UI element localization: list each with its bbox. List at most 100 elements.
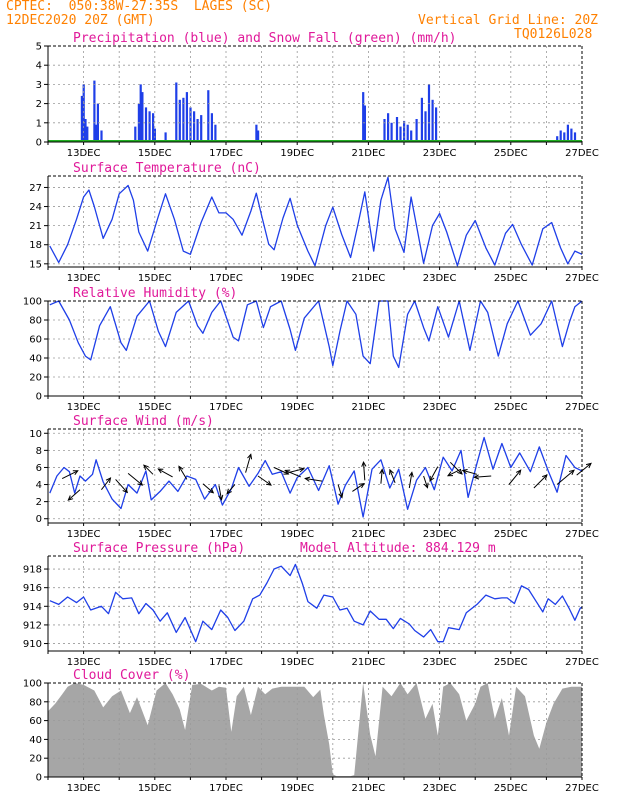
x-tick-label: 19DEC: [280, 402, 314, 413]
wind-arrowhead: [304, 476, 311, 482]
x-tick-label: 17DEC: [209, 402, 243, 413]
precip-bar: [210, 113, 213, 142]
model-code: TQ0126L028: [514, 27, 593, 42]
y-tick-label: 0: [36, 138, 42, 149]
x-tick-label: 25DEC: [494, 402, 528, 413]
wind-arrow: [273, 467, 289, 475]
cloud-panel: Cloud Cover (%) 0 20 40 60 80 100 13DEC 15DEC 17D…: [23, 668, 599, 794]
x-tick-label: 23DEC: [423, 148, 457, 159]
wind-arrowhead: [137, 480, 144, 486]
wind-arrowhead: [208, 488, 215, 494]
precip-bar: [148, 111, 151, 142]
model-altitude: Model Altitude: 884.129 m: [300, 541, 496, 556]
precip-bar: [93, 80, 96, 142]
precip-bar: [410, 130, 413, 142]
precip-bar: [152, 113, 155, 142]
x-tick-label: 15DEC: [138, 273, 172, 284]
x-tick-label: 27DEC: [565, 529, 599, 540]
y-tick-label: 60: [29, 335, 42, 346]
x-tick-label: 23DEC: [423, 529, 457, 540]
x-tick-label: 19DEC: [280, 529, 314, 540]
x-tick-label: 15DEC: [138, 529, 172, 540]
wind-arrow: [576, 463, 592, 476]
precip-bar: [363, 105, 366, 142]
precip-bar: [424, 111, 427, 142]
wind-arrowhead: [568, 469, 575, 476]
x-tick-label: 21DEC: [352, 402, 386, 413]
wind-arrow: [447, 468, 462, 477]
y-tick-label: 21: [29, 221, 42, 232]
x-tick-label: 17DEC: [209, 657, 243, 668]
cloud-cover-area: [48, 683, 582, 777]
precip-bar: [573, 132, 577, 142]
x-tick-label: 25DEC: [494, 529, 528, 540]
y-tick-label: 20: [29, 373, 42, 384]
wind-arrowhead: [446, 471, 454, 477]
x-tick-label: 25DEC: [494, 273, 528, 284]
wind-panel: Surface Wind (m/s) 0 2 4 6 8 10 13DEC 15DEC 17DEC…: [29, 414, 599, 540]
wind-arrowhead: [105, 477, 112, 483]
wind-arrow: [158, 468, 173, 478]
x-tick-label: 27DEC: [565, 273, 599, 284]
x-tick-label: 13DEC: [67, 273, 101, 284]
y-tick-label: 40: [29, 735, 42, 746]
precip-bar: [570, 128, 573, 142]
temp-line: [49, 176, 583, 267]
precip-bar: [406, 124, 409, 142]
precip-bar: [196, 119, 199, 142]
precip-bar: [141, 92, 144, 142]
x-tick-label: 27DEC: [565, 148, 599, 159]
wind-arrow: [429, 466, 439, 482]
wind-arrowhead: [157, 468, 164, 474]
wind-arrow: [101, 477, 111, 491]
y-tick-label: 18: [29, 240, 42, 251]
precip-bar: [164, 132, 167, 142]
wind-arrow: [257, 475, 272, 486]
x-tick-label: 13DEC: [67, 402, 101, 413]
y-tick-label: 27: [29, 183, 42, 194]
precip-panel: Precipitation (blue) and Snow Fall (gree…: [36, 31, 599, 159]
x-tick-label: 23DEC: [423, 783, 457, 794]
y-tick-label: 5: [36, 42, 42, 53]
y-tick-label: 918: [23, 565, 42, 576]
x-tick-label: 27DEC: [565, 783, 599, 794]
precip-bar: [80, 95, 83, 142]
wind-arrow: [423, 475, 428, 488]
precip-bar: [420, 97, 423, 142]
x-tick-label: 25DEC: [494, 657, 528, 668]
y-tick-label: 0: [36, 773, 42, 784]
wind-arrowhead: [423, 482, 429, 489]
wind-arrow: [127, 473, 143, 486]
wind-arrow: [288, 468, 305, 474]
wind-arrow: [533, 474, 548, 489]
wind-arrow: [178, 466, 188, 480]
wind-arrow: [67, 489, 81, 501]
rh-title: Relative Humidity (%): [73, 286, 237, 301]
y-tick-label: 910: [23, 639, 42, 650]
temp-panel: Surface Temperature (nC) 15 18 21 24 27 13DEC 1…: [29, 161, 599, 284]
temp-title: Surface Temperature (nC): [73, 161, 261, 176]
y-tick-label: 4: [36, 61, 42, 72]
wind-arrow: [226, 484, 236, 494]
x-tick-label: 25DEC: [494, 783, 528, 794]
precip-bar: [435, 107, 438, 142]
wind-arrow: [449, 461, 463, 475]
y-tick-label: 8: [36, 446, 42, 457]
wind-arrowhead: [266, 480, 272, 486]
precip-bar: [95, 124, 98, 142]
x-tick-label: 17DEC: [209, 148, 243, 159]
x-tick-label: 21DEC: [352, 783, 386, 794]
precip-bar: [139, 84, 142, 142]
y-tick-label: 4: [36, 480, 42, 491]
wind-arrowhead: [361, 460, 367, 467]
precip-bar: [556, 136, 559, 142]
precip-bar: [395, 117, 399, 142]
x-tick-label: 21DEC: [352, 148, 386, 159]
wind-arrow: [363, 462, 366, 481]
pres-panel: Surface Pressure (hPa) Model Altitude: 88…: [23, 541, 599, 668]
y-tick-label: 15: [29, 259, 42, 270]
wind-arrowhead: [473, 474, 480, 480]
precip-bar: [100, 130, 103, 142]
wind-arrow: [508, 469, 522, 485]
